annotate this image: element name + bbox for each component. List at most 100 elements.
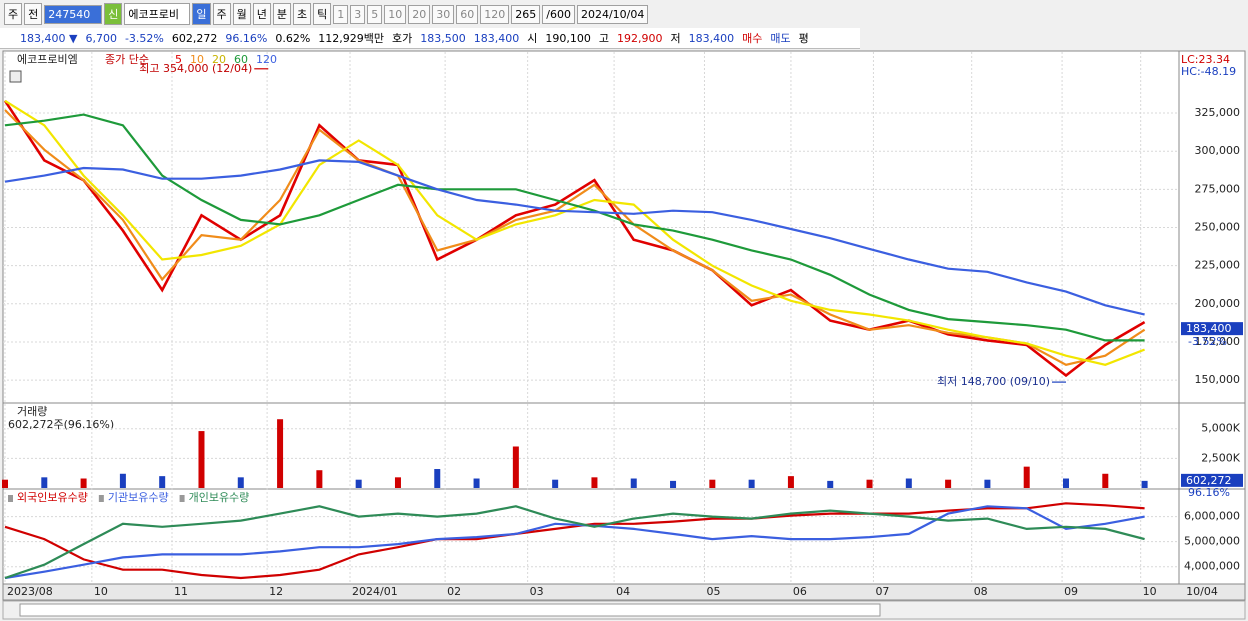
chart: 에코프로비엠 종가 단순 LC:23.34 HC:-48.19 거래량 602,… [2, 50, 1246, 620]
quote-field: 96.16% [225, 31, 268, 45]
toolbar-button[interactable]: 265 [511, 4, 541, 24]
quote-field: 183,400 ▼ [20, 31, 78, 45]
toolbar-button[interactable]: 틱 [313, 3, 332, 25]
legend-entry: 60 [234, 53, 248, 66]
lc-label: LC:23.34 [1181, 53, 1230, 66]
x-tick-label: 10 [1143, 585, 1157, 598]
x-tick-label: 07 [875, 585, 889, 598]
quote-field: -3.52% [124, 31, 164, 45]
toolbar-button[interactable]: 5 [367, 4, 383, 24]
quote-field: 호가 [392, 32, 413, 45]
y-tick-label: 325,000 [1195, 106, 1241, 119]
quote-bar: 183,400 ▼ 6,700 -3.52% 602,272 96.16% 0.62% 11… [0, 28, 860, 49]
legend-entry: 20 [212, 53, 226, 66]
x-tick-label: 08 [974, 585, 988, 598]
quote-field: 매수 [742, 32, 763, 45]
y-tick-label: 4,000,000 [1184, 560, 1240, 573]
toolbar-button[interactable]: 주 [212, 3, 231, 25]
series-line [4, 109, 1146, 366]
x-axis-bg [2, 583, 1246, 601]
quote-field: 평 [798, 32, 809, 45]
volume-bar [905, 478, 912, 488]
annotation-label: 최고 354,000 (12/04) [139, 62, 252, 75]
volume-bar [591, 477, 598, 488]
y-tick-label: 275,000 [1195, 182, 1241, 195]
quote-field: 190,100 [545, 31, 591, 45]
y-tick-label: 250,000 [1195, 221, 1241, 234]
toolbar-button[interactable]: 월 [232, 3, 251, 25]
toolbar-button[interactable]: 3 [350, 4, 366, 24]
y-tick-label: 5,000K [1201, 422, 1240, 435]
toolbar-button[interactable]: 10 [384, 4, 407, 24]
toolbar-button[interactable]: 2024/10/04 [576, 4, 649, 24]
volume-bar [984, 479, 991, 488]
x-tick-label: 02 [447, 585, 461, 598]
toolbar-button[interactable]: 에코프로비 [124, 3, 191, 25]
x-tick-label: 10 [94, 585, 108, 598]
toolbar-button[interactable]: 전 [24, 3, 43, 25]
toolbar-button[interactable]: 년 [252, 3, 271, 25]
volume-bar [827, 480, 834, 488]
volume-bar [159, 476, 166, 488]
volume-bar [394, 477, 401, 488]
y-tick-label: 175,000 [1195, 335, 1241, 348]
x-tick-label: 04 [616, 585, 630, 598]
volume-bar [434, 469, 441, 488]
quote-field: 112,929백만 [318, 32, 385, 45]
volume-bar [277, 419, 284, 488]
last-volume-box [1181, 473, 1243, 487]
axis-bg [1178, 50, 1246, 585]
series-line [4, 99, 1145, 366]
toolbar-button[interactable]: 주 [4, 3, 23, 25]
volume-bar [2, 479, 8, 488]
volume-bar [1063, 478, 1070, 488]
volume-bar [748, 479, 755, 488]
volume-bar [709, 479, 716, 488]
x-tick-label: 2024/01 [352, 585, 398, 598]
toolbar-button[interactable]: 30 [432, 4, 455, 24]
quote-field: 저 [670, 32, 681, 45]
panel-icon[interactable] [9, 70, 22, 83]
volume-bar [787, 476, 794, 488]
panel-title: 거래량 [17, 405, 47, 418]
x-end-label: 10/04 [1186, 585, 1218, 598]
x-tick-label: 06 [793, 585, 807, 598]
volume-bar [512, 446, 519, 488]
plot-bg [2, 50, 1180, 585]
toolbar-button[interactable]: 247540 [44, 4, 103, 24]
volume-bar [866, 479, 873, 488]
toolbar-button[interactable]: 분 [272, 3, 291, 25]
volume-bar [80, 478, 87, 488]
toolbar-button[interactable]: 20 [408, 4, 431, 24]
toolbar-button[interactable]: /600 [542, 4, 575, 24]
volume-bar [1102, 473, 1109, 488]
volume-bar [316, 470, 323, 488]
toolbar-button[interactable]: 일 [192, 3, 211, 25]
toolbar-button[interactable]: 신 [104, 3, 123, 25]
volume-bar [1023, 466, 1030, 488]
x-tick-label: 2023/08 [7, 585, 53, 598]
quote-field: 6,700 [85, 31, 117, 45]
last-price-box [1181, 322, 1243, 336]
volume-bar [237, 477, 244, 488]
legend-swatch [98, 495, 104, 502]
legend-prefix: 종가 단순 [105, 53, 149, 66]
quote-field: 매도 [770, 32, 791, 45]
toolbar-button[interactable]: 1 [333, 4, 349, 24]
quote-field: 고 [598, 32, 610, 45]
toolbar-button[interactable]: 120 [480, 4, 510, 24]
quote-field: 602,272 [171, 31, 218, 45]
volume-bar [119, 473, 126, 488]
toolbar: 주 전 247540 신 에코프로비 일 주 월 년 분 초 틱 1 3 5 10 20 30 60 120 265/6… [0, 3, 649, 25]
series-line [4, 113, 1145, 342]
quote-field: 192,900 [617, 31, 663, 45]
x-tick-label: 11 [174, 585, 188, 598]
panel-title: 에코프로비엠 [17, 53, 78, 66]
toolbar-button[interactable]: 초 [293, 3, 312, 25]
series-line [3, 100, 1146, 378]
toolbar-button[interactable]: 60 [456, 4, 479, 24]
series-line [4, 159, 1145, 316]
volume-bar [552, 479, 559, 488]
scroll-track[interactable] [19, 603, 881, 617]
